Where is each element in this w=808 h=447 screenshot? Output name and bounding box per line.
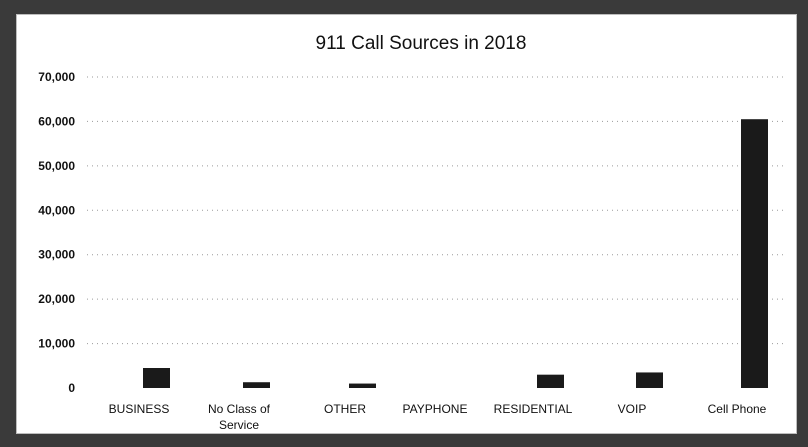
bar-no-class-of-service <box>243 382 270 388</box>
chart-area: 911 Call Sources in 2018 0 10,000 20,000 30… <box>16 14 797 434</box>
bar-business <box>143 368 170 388</box>
x-tick-label: OTHER <box>324 402 366 416</box>
x-tick-label: Cell Phone <box>708 402 767 416</box>
bar-cell-phone <box>741 119 768 388</box>
y-tick-label: 30,000 <box>38 248 75 262</box>
x-tick-label: No Class of Service <box>208 402 271 432</box>
bar-voip <box>636 372 663 388</box>
bar-chart: 911 Call Sources in 2018 0 10,000 20,000 30… <box>38 33 787 432</box>
y-tick-label: 70,000 <box>38 70 75 84</box>
y-tick-label: 60,000 <box>38 114 75 128</box>
x-tick-label: VOIP <box>618 402 647 416</box>
x-tick-label: RESIDENTIAL <box>494 402 573 416</box>
chart-title: 911 Call Sources in 2018 <box>316 33 527 54</box>
y-tick-label: 20,000 <box>38 292 75 306</box>
x-tick-label: BUSINESS <box>109 402 170 416</box>
x-axis-ticks: BUSINESS No Class of Service OTHER PAYPHONE R… <box>109 402 767 432</box>
y-tick-label: 0 <box>68 381 75 395</box>
bar-other <box>349 383 376 388</box>
y-tick-label: 40,000 <box>38 203 75 217</box>
x-tick-label: PAYPHONE <box>403 402 468 416</box>
y-axis-ticks: 0 10,000 20,000 30,000 40,000 50,000 60,000 70,… <box>38 70 75 395</box>
bar-residential <box>537 374 564 388</box>
y-tick-label: 10,000 <box>38 337 75 351</box>
gridlines <box>87 76 787 345</box>
y-tick-label: 50,000 <box>38 159 75 173</box>
bars <box>143 119 768 388</box>
